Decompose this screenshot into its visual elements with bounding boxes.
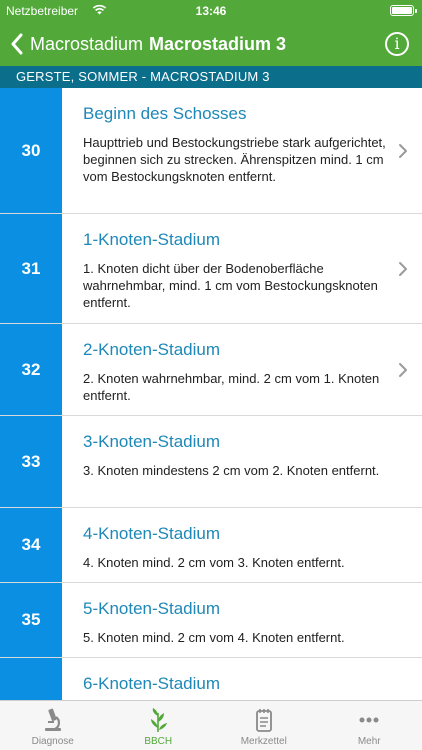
battery-icon <box>390 5 417 16</box>
navigation-bar: Macrostadium Macrostadium 3 i <box>0 22 422 66</box>
page-title: Macrostadium 3 <box>149 34 287 54</box>
stage-row[interactable]: 36 6-Knoten-Stadium <box>0 658 422 700</box>
tab-label: Mehr <box>357 736 381 747</box>
stage-code: 34 <box>0 508 62 582</box>
stage-title: Beginn des Schosses <box>83 104 247 123</box>
tab-bar: Diagnose BBCH Merkzettel Mehr <box>0 700 422 750</box>
section-header: GERSTE, SOMMER - MACROSTADIUM 3 <box>0 66 422 88</box>
stage-title: 4-Knoten-Stadium <box>83 524 221 543</box>
carrier-label: Netzbetreiber <box>6 4 79 18</box>
stage-row[interactable]: 30 Beginn des Schosses Haupttrieb und Be… <box>0 88 422 214</box>
microscope-icon <box>44 708 61 731</box>
stage-code: 32 <box>0 324 62 415</box>
stage-row[interactable]: 35 5-Knoten-Stadium 5. Knoten mind. 2 cm… <box>0 583 422 658</box>
stage-row[interactable]: 33 3-Knoten-Stadium 3. Knoten mindestens… <box>0 416 422 508</box>
more-dots-icon <box>359 717 379 723</box>
stage-code: 31 <box>0 214 62 323</box>
back-button[interactable]: Macrostadium <box>10 31 143 57</box>
tab-label: BBCH <box>144 736 173 747</box>
stage-row[interactable]: 31 1-Knoten-Stadium 1. Knoten dicht über… <box>0 214 422 324</box>
tab-diagnose[interactable]: Diagnose <box>0 701 106 750</box>
tab-label: Diagnose <box>31 736 74 747</box>
stage-description: Haupttrieb und Bestockungstriebe stark a… <box>83 135 386 184</box>
stage-title: 1-Knoten-Stadium <box>83 230 221 249</box>
stage-title: 5-Knoten-Stadium <box>83 599 221 618</box>
clock: 13:46 <box>195 4 227 18</box>
wifi-icon <box>92 4 107 15</box>
stage-description: 1. Knoten dicht über der Bodenoberfläche… <box>83 261 378 310</box>
stage-description: 4. Knoten mind. 2 cm vom 3. Knoten entfe… <box>83 555 345 570</box>
status-bar: Netzbetreiber 13:46 <box>0 0 422 22</box>
stage-title: 6-Knoten-Stadium <box>83 674 221 693</box>
back-label: Macrostadium <box>30 33 144 54</box>
stage-description: 2. Knoten wahrnehmbar, mind. 2 cm vom 1.… <box>83 371 380 403</box>
stage-description: 3. Knoten mindestens 2 cm vom 2. Knoten … <box>83 463 380 478</box>
plant-icon <box>151 708 168 732</box>
tab-bbch[interactable]: BBCH <box>106 701 212 750</box>
stage-title: 3-Knoten-Stadium <box>83 432 221 451</box>
stage-code: 36 <box>0 658 62 700</box>
chevron-right-icon <box>399 363 407 377</box>
tab-merkzettel[interactable]: Merkzettel <box>211 701 317 750</box>
info-icon[interactable]: i <box>385 32 409 56</box>
stage-row[interactable]: 32 2-Knoten-Stadium 2. Knoten wahrnehmba… <box>0 324 422 416</box>
stage-code: 33 <box>0 416 62 507</box>
chevron-right-icon <box>399 262 407 276</box>
stage-code: 30 <box>0 88 62 213</box>
stage-row[interactable]: 34 4-Knoten-Stadium 4. Knoten mind. 2 cm… <box>0 508 422 583</box>
tab-label: Merkzettel <box>240 736 287 747</box>
chevron-right-icon <box>399 144 407 158</box>
chevron-left-icon <box>11 33 23 55</box>
notepad-icon <box>255 709 272 732</box>
stage-title: 2-Knoten-Stadium <box>83 340 221 359</box>
tab-mehr[interactable]: Mehr <box>317 701 422 750</box>
stage-code: 35 <box>0 583 62 657</box>
stage-description: 5. Knoten mind. 2 cm vom 4. Knoten entfe… <box>83 630 345 645</box>
stage-list: 30 Beginn des Schosses Haupttrieb und Be… <box>0 88 422 700</box>
